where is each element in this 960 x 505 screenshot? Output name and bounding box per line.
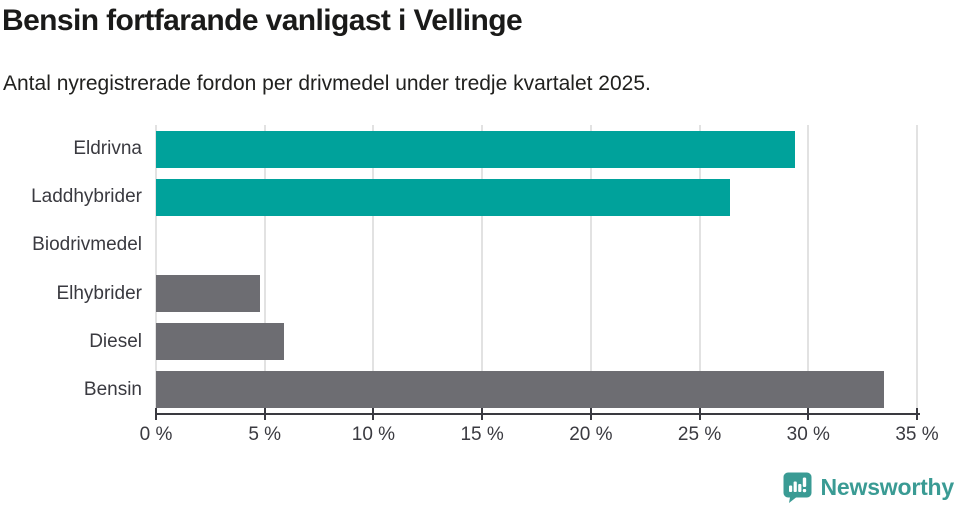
bar-laddhybrider bbox=[156, 178, 730, 216]
bar-elhybrider bbox=[156, 275, 261, 313]
gridline bbox=[372, 125, 375, 414]
category-label: Biodrivmedel bbox=[32, 234, 142, 256]
gridline bbox=[698, 125, 701, 414]
x-axis-tick bbox=[155, 408, 157, 420]
gridline bbox=[807, 125, 810, 414]
x-axis-tick-label: 35 % bbox=[895, 424, 939, 445]
x-axis-tick bbox=[589, 408, 592, 420]
bar-bensin bbox=[156, 371, 885, 409]
x-axis-tick-label: 15 % bbox=[460, 424, 504, 445]
chart-subtitle: Antal nyregistrerade fordon per drivmede… bbox=[3, 72, 651, 95]
gridline bbox=[916, 125, 918, 414]
x-axis-tick-label: 25 % bbox=[677, 424, 722, 445]
category-label: Laddhybrider bbox=[31, 186, 142, 208]
x-axis-tick bbox=[372, 408, 375, 420]
x-axis-tick bbox=[916, 408, 918, 420]
x-axis-tick bbox=[263, 408, 266, 420]
brand-footer: Newsworthy bbox=[783, 472, 954, 503]
x-axis-tick bbox=[698, 408, 701, 420]
x-axis-line bbox=[155, 413, 920, 415]
gridline bbox=[589, 125, 592, 414]
x-axis-tick bbox=[481, 408, 484, 420]
x-axis-tick-label: 10 % bbox=[351, 424, 396, 445]
x-axis-tick-label: 20 % bbox=[569, 424, 613, 445]
bar-diesel bbox=[156, 323, 285, 361]
gridline bbox=[155, 125, 157, 414]
category-label: Bensin bbox=[83, 378, 142, 400]
x-axis-tick-label: 5 % bbox=[248, 424, 282, 445]
category-label: Diesel bbox=[89, 330, 142, 352]
gridline bbox=[263, 125, 266, 414]
brand-name: Newsworthy bbox=[820, 474, 955, 500]
category-label: Elhybrider bbox=[56, 282, 142, 304]
x-axis-tick bbox=[807, 408, 810, 420]
gridline bbox=[481, 125, 484, 414]
newsworthy-logo-icon bbox=[783, 472, 812, 503]
bar-eldrivna bbox=[156, 130, 796, 168]
category-label: Eldrivna bbox=[73, 138, 142, 160]
chart-title: Bensin fortfarande vanligast i Vellinge bbox=[2, 4, 523, 37]
x-axis-tick-label: 0 % bbox=[139, 424, 173, 445]
x-axis-tick-label: 30 % bbox=[786, 424, 830, 445]
